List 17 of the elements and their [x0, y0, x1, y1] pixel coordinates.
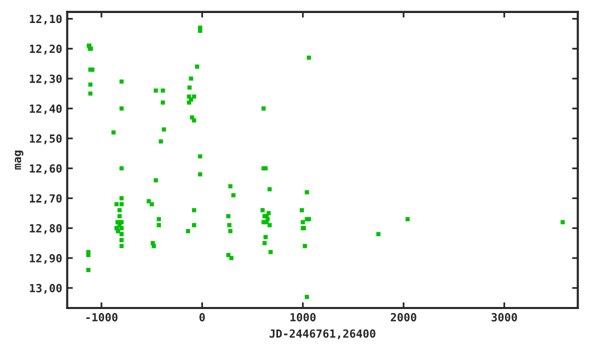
y-axis-title: mag	[14, 150, 24, 170]
y-tick-label: 12,50	[30, 134, 62, 144]
y-tick-label: 13,00	[30, 284, 62, 294]
y-tick-label: 12,40	[30, 104, 62, 114]
x-axis-title: JD-2446761,26400	[270, 329, 376, 340]
x-tick-label: -1000	[86, 313, 118, 322]
y-tick-label: 12,30	[30, 74, 62, 84]
x-tick-label: 3000	[492, 313, 517, 322]
y-tick-label: 12,70	[30, 194, 62, 204]
y-tick-label: 12,90	[30, 254, 62, 264]
y-tick-label: 12,80	[30, 224, 62, 234]
y-tick-label: 12,10	[30, 14, 62, 25]
x-tick-label: 0	[199, 313, 205, 322]
x-tick-label: 2000	[390, 313, 416, 322]
x-tick-label: 1000	[290, 313, 316, 322]
y-tick-label: 12,60	[30, 164, 62, 174]
y-tick-label: 12,20	[30, 44, 62, 54]
